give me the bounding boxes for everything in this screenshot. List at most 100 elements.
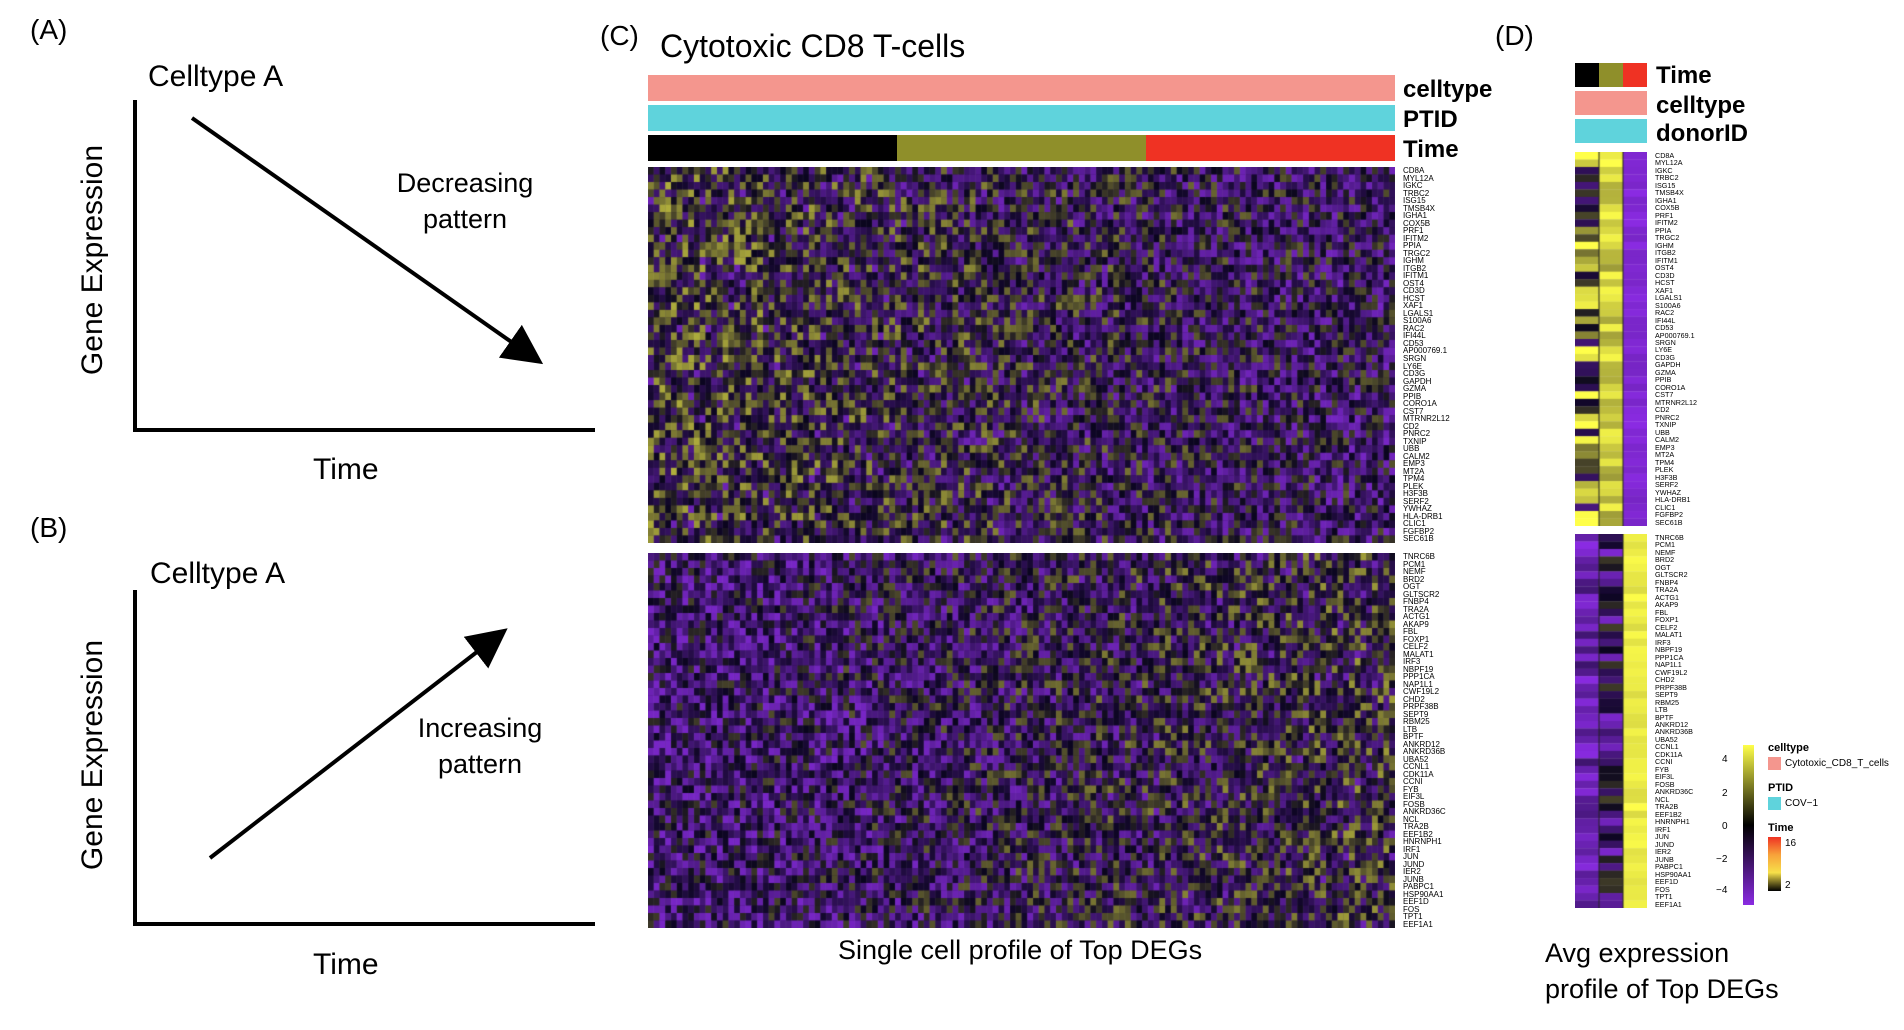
gene-label: CWF19L2 (1403, 687, 1440, 696)
panel-c-heatmap-bottom (648, 553, 1395, 928)
time-segment-late (1146, 135, 1395, 161)
panel-d-celltype-bar (1575, 91, 1647, 115)
panel-a-xlabel: Time (313, 453, 379, 486)
gene-label: TNRC6B (1655, 533, 1684, 542)
gene-label: CD53 (1655, 323, 1674, 333)
gene-label: GAPDH (1403, 376, 1432, 386)
panel-b-pattern-label: Increasing pattern (417, 713, 543, 779)
gene-label: SRGN (1403, 354, 1427, 363)
gene-label: IFITM1 (1655, 255, 1678, 265)
gene-label: IFITM2 (1403, 233, 1429, 243)
gene-label: BPTF (1655, 712, 1674, 722)
gene-label: TPT1 (1655, 892, 1673, 902)
gene-label: EEF1B2 (1655, 809, 1682, 819)
gene-label: CD2 (1655, 405, 1670, 415)
gene-label: OST4 (1403, 278, 1424, 288)
gene-label: CHD2 (1403, 694, 1425, 704)
legend-ptid-value: COV−1 (1785, 798, 1819, 809)
legend-celltype-title: celltype (1768, 742, 1809, 754)
gene-label: GZMA (1655, 367, 1676, 377)
panel-c-celltype-bar (648, 75, 1395, 101)
gene-label: TRA2B (1403, 822, 1429, 831)
gene-label: TRBC2 (1403, 188, 1430, 198)
gene-label: CORO1A (1403, 399, 1437, 409)
gene-label: TMSB4X (1655, 188, 1684, 198)
gene-label: RBM25 (1655, 697, 1679, 707)
gene-label: TPM4 (1403, 474, 1425, 484)
gene-label: JUNB (1655, 854, 1674, 864)
gene-label: JUND (1403, 859, 1425, 869)
gene-label: CDK11A (1655, 749, 1683, 759)
scale-tick-0: 0 (1722, 821, 1728, 832)
gene-label: LY6E (1655, 345, 1673, 355)
gene-label: FOXP1 (1403, 634, 1430, 644)
gene-label: IRF3 (1655, 637, 1671, 647)
gene-label: SEC61B (1403, 534, 1434, 544)
gene-label: TNRC6B (1403, 552, 1436, 561)
gene-label: IGKC (1403, 181, 1423, 191)
gene-label: FOS (1403, 904, 1420, 914)
d-time-segment-late (1623, 63, 1647, 87)
gene-label: CD2 (1403, 421, 1420, 431)
scale-tick-2: 2 (1722, 788, 1728, 799)
gene-label: SEC61B (1655, 517, 1683, 527)
gene-label: MALAT1 (1655, 630, 1683, 640)
gene-label: ISG15 (1655, 180, 1676, 190)
gene-label: EIF3L (1655, 772, 1675, 782)
gene-label: GLTSCR2 (1655, 570, 1688, 580)
gene-label: JUN (1403, 852, 1419, 861)
gene-label: IGHA1 (1655, 195, 1677, 205)
gene-label: PLEK (1655, 465, 1674, 475)
gene-label: IRF1 (1403, 844, 1421, 854)
gene-label: CCNI (1403, 777, 1423, 786)
gene-label: SERF2 (1403, 496, 1429, 506)
panel-a-ylabel: Gene Expression (76, 144, 109, 376)
gene-label: H3F3B (1403, 489, 1428, 499)
gene-label: LGALS1 (1655, 293, 1683, 303)
panel-a-letter: (A) (30, 14, 68, 45)
gene-label: TPM4 (1655, 457, 1675, 467)
gene-label: IER2 (1403, 867, 1421, 876)
gene-label: TRBC2 (1655, 173, 1679, 183)
gene-label: UBA52 (1403, 754, 1429, 764)
gene-label: COX5B (1655, 203, 1680, 213)
gene-label: TMSB4X (1403, 203, 1436, 213)
panel-d-time-label: Time (1656, 62, 1712, 89)
gene-label: TXNIP (1655, 420, 1677, 430)
gene-label: PABPC1 (1655, 862, 1683, 872)
gene-label: IFITM2 (1655, 218, 1678, 228)
panel-c-gene-labels-bottom: TNRC6B PCM1 NEMF BRD2 OGT GLTSCR2 FNBP4 TRA2A AC… (1403, 552, 1503, 929)
gene-label: CDK11A (1403, 769, 1434, 779)
gene-label: PNRC2 (1403, 429, 1431, 439)
gene-label: FNBP4 (1655, 577, 1679, 587)
panel-b-axes (133, 590, 595, 926)
gene-label: EEF1D (1655, 877, 1679, 887)
gene-label: IGHM (1655, 240, 1674, 250)
gene-label: IGKC (1655, 165, 1673, 175)
panel-d-heatmap-bottom (1575, 534, 1647, 908)
gene-label: TXNIP (1403, 436, 1427, 446)
gene-label: HLA-DRB1 (1655, 495, 1691, 505)
color-scale-bar (1743, 745, 1754, 905)
gene-label: IER2 (1655, 847, 1671, 857)
gene-label: RAC2 (1403, 323, 1425, 333)
gene-label: EEF1B2 (1403, 829, 1433, 839)
gene-label: JUND (1655, 839, 1675, 849)
gene-label: CLIC1 (1655, 502, 1676, 512)
gene-label: PPIB (1403, 391, 1422, 401)
gene-label: OST4 (1655, 263, 1674, 273)
gene-label: CCNL1 (1403, 762, 1430, 771)
panel-a-pattern-label: Decreasing pattern (396, 168, 534, 234)
legend-time-scale (1768, 837, 1781, 891)
gene-label: LY6E (1403, 361, 1422, 371)
panel-b-title: Celltype A (150, 557, 286, 590)
gene-label: FOSB (1403, 799, 1425, 809)
gene-label: H3F3B (1655, 472, 1678, 482)
panel-c-celltype-label: celltype (1403, 76, 1493, 103)
d-time-segment-early (1575, 63, 1599, 87)
gene-label: NBPF19 (1655, 645, 1683, 655)
gene-label: ACTG1 (1655, 592, 1679, 602)
gene-label: BPTF (1403, 732, 1424, 741)
panel-d-celltype-label: celltype (1656, 92, 1746, 119)
gene-label: GAPDH (1655, 360, 1681, 370)
